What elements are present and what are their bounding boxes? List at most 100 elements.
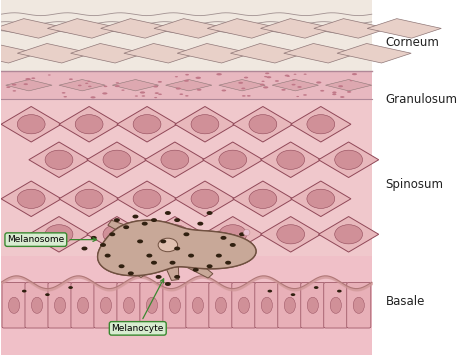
Ellipse shape [296,96,299,97]
Polygon shape [158,247,179,280]
Ellipse shape [62,92,65,94]
Ellipse shape [241,88,246,89]
Ellipse shape [347,91,351,93]
Ellipse shape [195,77,201,79]
Ellipse shape [267,290,272,293]
Ellipse shape [307,297,319,313]
Ellipse shape [142,222,148,226]
Polygon shape [272,80,319,91]
Ellipse shape [197,222,203,226]
Polygon shape [112,80,159,91]
Ellipse shape [184,80,189,82]
Ellipse shape [115,85,120,87]
Ellipse shape [68,286,73,289]
Polygon shape [161,242,213,278]
Bar [1,0,372,71]
Polygon shape [98,220,256,275]
Ellipse shape [242,95,246,97]
FancyBboxPatch shape [347,283,371,328]
Bar [1,99,372,256]
Ellipse shape [197,89,201,91]
Polygon shape [177,43,251,63]
Ellipse shape [6,86,10,88]
Ellipse shape [169,297,181,313]
FancyBboxPatch shape [278,283,302,328]
Polygon shape [29,217,89,252]
Ellipse shape [332,92,337,93]
Ellipse shape [303,94,307,96]
Polygon shape [1,181,61,217]
Ellipse shape [297,86,302,88]
FancyBboxPatch shape [25,283,49,328]
Ellipse shape [64,96,67,98]
Ellipse shape [155,275,162,279]
Ellipse shape [87,81,91,82]
Polygon shape [367,18,441,38]
Polygon shape [319,217,379,252]
Polygon shape [87,217,147,252]
Ellipse shape [275,80,279,82]
Ellipse shape [338,85,343,87]
Ellipse shape [174,275,180,279]
Ellipse shape [332,93,337,95]
Ellipse shape [192,268,199,272]
Ellipse shape [215,297,227,313]
Ellipse shape [335,150,363,169]
Polygon shape [291,181,351,217]
Ellipse shape [158,238,178,252]
Ellipse shape [192,297,203,313]
Ellipse shape [75,189,103,208]
Ellipse shape [158,93,162,95]
Ellipse shape [91,96,96,98]
Ellipse shape [282,89,286,91]
Ellipse shape [352,73,357,75]
Polygon shape [319,142,379,178]
Ellipse shape [123,297,135,313]
Polygon shape [135,244,176,278]
Ellipse shape [45,150,73,169]
Ellipse shape [180,93,183,95]
Ellipse shape [151,218,157,222]
Ellipse shape [170,261,175,265]
Polygon shape [109,241,171,263]
Ellipse shape [350,80,353,81]
Polygon shape [154,18,228,38]
FancyBboxPatch shape [232,283,256,328]
FancyBboxPatch shape [71,283,95,328]
Polygon shape [261,18,335,38]
Polygon shape [167,241,235,256]
Ellipse shape [153,86,158,88]
Ellipse shape [105,253,110,258]
Ellipse shape [154,97,157,98]
Ellipse shape [128,271,134,275]
Ellipse shape [219,225,246,244]
Polygon shape [71,43,145,63]
Polygon shape [337,43,411,63]
Text: Melanosome: Melanosome [7,235,97,244]
Ellipse shape [118,264,125,268]
Ellipse shape [17,115,45,134]
Ellipse shape [151,261,157,265]
FancyBboxPatch shape [324,283,348,328]
Polygon shape [207,18,282,38]
Bar [1,71,372,99]
Ellipse shape [123,225,129,229]
Ellipse shape [165,282,171,286]
Polygon shape [47,18,121,38]
Ellipse shape [85,83,88,84]
Ellipse shape [225,261,231,265]
Text: Melanocyte: Melanocyte [111,279,164,333]
Polygon shape [175,181,235,217]
Ellipse shape [146,297,157,313]
Ellipse shape [284,297,295,313]
Ellipse shape [337,290,342,293]
Ellipse shape [160,239,166,244]
Ellipse shape [165,211,171,215]
Ellipse shape [238,82,243,84]
Ellipse shape [161,225,189,244]
Ellipse shape [264,76,267,77]
Ellipse shape [238,297,249,313]
FancyBboxPatch shape [117,283,141,328]
Ellipse shape [25,78,31,80]
Ellipse shape [307,115,335,134]
